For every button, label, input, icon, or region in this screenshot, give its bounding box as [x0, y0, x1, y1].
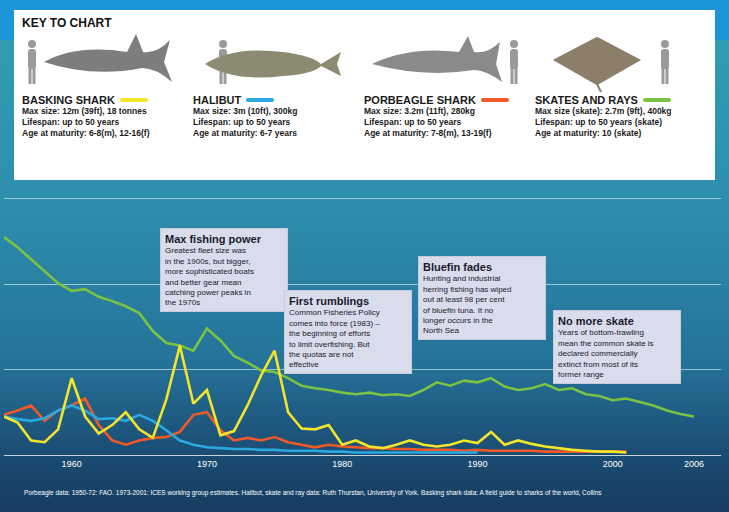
svg-text:2000: 2000	[603, 459, 623, 469]
svg-text:First rumblingsCommon Fisherie: First rumblingsCommon Fisheries Policyco…	[289, 295, 380, 369]
html-text:Age at maturity: 10 (skate): Age at maturity: 10 (skate)	[535, 128, 642, 138]
html-text:Age at maturity: 6-8(m), 12-16: Age at maturity: 6-8(m), 12-16(f)	[22, 128, 150, 138]
html-text:BASKING SHARK: BASKING SHARK	[22, 94, 115, 106]
svg-text:1980: 1980	[332, 459, 352, 469]
html-text:Lifespan: up to 50 years: Lifespan: up to 50 years	[364, 117, 462, 127]
html-text:SKATES AND RAYS: SKATES AND RAYS	[535, 94, 638, 106]
html-text:Age at maturity: 7-8(m), 13-19: Age at maturity: 7-8(m), 13-19(f)	[364, 128, 492, 138]
html-text:Lifespan: up to 50 years: Lifespan: up to 50 years	[193, 117, 291, 127]
html-text:Lifespan: up to 50 years: Lifespan: up to 50 years	[22, 117, 120, 127]
svg-text:1960: 1960	[62, 459, 82, 469]
html-text:HALIBUT: HALIBUT	[193, 94, 242, 106]
svg-text:No more skateYears of bottom-t: No more skateYears of bottom-trawlingmea…	[558, 315, 654, 379]
html-text:PORBEAGLE SHARK: PORBEAGLE SHARK	[364, 94, 476, 106]
html-text:Age at maturity: 6-7 years: Age at maturity: 6-7 years	[193, 128, 297, 138]
html-text:Porbeagle data: 1950-72: FAO.: Porbeagle data: 1950-72: FAO. 1973-2001:…	[24, 489, 602, 496]
html-text:Max size: 3.2m (11ft), 280kg: Max size: 3.2m (11ft), 280kg	[364, 106, 475, 116]
html-text:KEY TO CHART: KEY TO CHART	[22, 16, 112, 30]
svg-text:1990: 1990	[467, 459, 487, 469]
svg-text:1970: 1970	[197, 459, 217, 469]
html-text:Max size: 3m (10ft), 300kg: Max size: 3m (10ft), 300kg	[193, 106, 298, 116]
svg-text:Bluefin fadesHunting and indus: Bluefin fadesHunting and industrialherri…	[423, 261, 512, 335]
svg-text:2006: 2006	[684, 459, 704, 469]
html-text:Max size (skate): 2.7m (9ft),: Max size (skate): 2.7m (9ft), 400kg	[535, 106, 672, 116]
html-text:Max size: 12m (39ft), 18 tonne: Max size: 12m (39ft), 18 tonnes	[22, 106, 147, 116]
html-text:Lifespan: up to 50 years (skat: Lifespan: up to 50 years (skate)	[535, 117, 663, 127]
svg-text:Max fishing powerGreatest flee: Max fishing powerGreatest fleet size was…	[165, 233, 262, 307]
